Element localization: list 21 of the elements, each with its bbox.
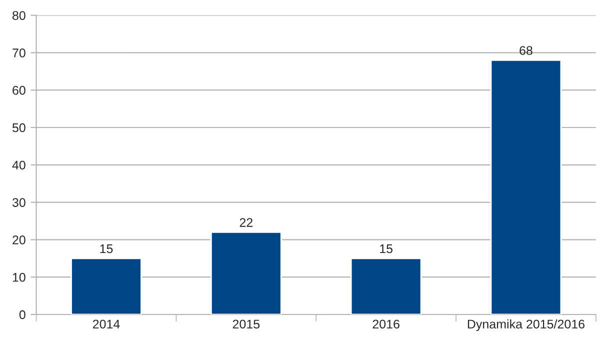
y-tick-label: 60 [12, 86, 26, 95]
data-label: 15 [380, 244, 392, 254]
data-label: 68 [520, 46, 532, 55]
data-label: 22 [240, 218, 252, 227]
y-tick-label: 80 [12, 11, 26, 20]
x-tick-label: 2016 [372, 320, 400, 329]
x-tick-label: Dynamika 2015/2016 [468, 319, 584, 332]
y-tick-label: 70 [12, 48, 26, 58]
bar [350, 258, 422, 314]
y-tick-label: 50 [12, 123, 26, 132]
y-tick-label: 40 [12, 160, 26, 170]
y-tick-label: 20 [12, 236, 26, 244]
y-tick-label: 30 [12, 198, 26, 207]
bar [70, 258, 142, 314]
x-tick-label: 2015 [232, 320, 260, 329]
data-label: 15 [100, 244, 113, 254]
y-tick-label: 10 [12, 272, 26, 282]
x-tick-label: 2014 [92, 320, 120, 329]
y-tick-label: 0 [19, 310, 26, 320]
bar [490, 59, 562, 314]
bar [210, 232, 282, 314]
